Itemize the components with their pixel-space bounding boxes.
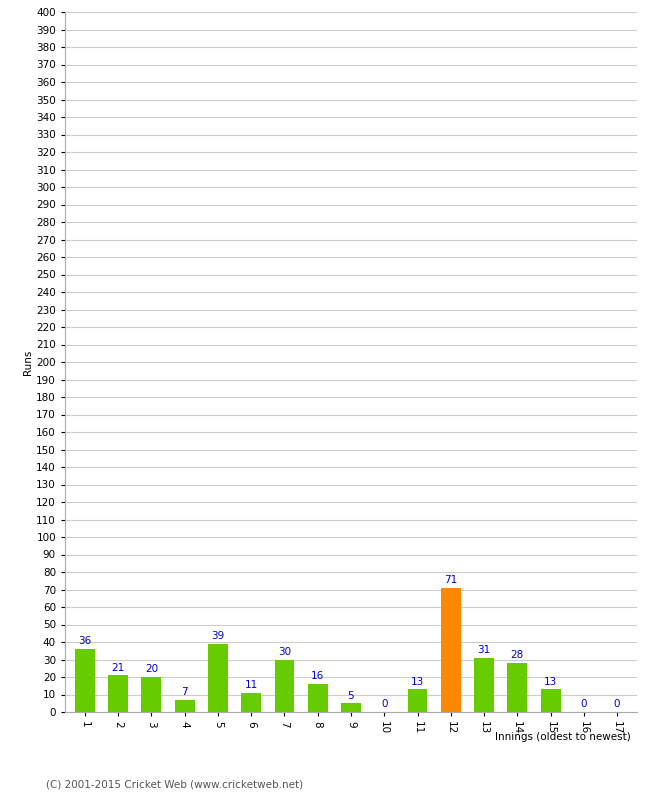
Text: 11: 11 xyxy=(244,680,258,690)
Bar xyxy=(175,700,195,712)
Bar xyxy=(541,690,560,712)
Text: 39: 39 xyxy=(211,631,225,641)
Text: 20: 20 xyxy=(145,664,158,674)
Text: 16: 16 xyxy=(311,671,324,682)
Bar xyxy=(241,693,261,712)
Text: 0: 0 xyxy=(614,699,620,710)
Text: Innings (oldest to newest): Innings (oldest to newest) xyxy=(495,732,630,742)
Bar xyxy=(474,658,494,712)
Bar xyxy=(142,677,161,712)
Text: (C) 2001-2015 Cricket Web (www.cricketweb.net): (C) 2001-2015 Cricket Web (www.cricketwe… xyxy=(46,779,303,790)
Text: 7: 7 xyxy=(181,687,188,697)
Bar xyxy=(507,663,527,712)
Bar xyxy=(341,703,361,712)
Text: 0: 0 xyxy=(381,699,387,710)
Text: 30: 30 xyxy=(278,647,291,657)
Text: 28: 28 xyxy=(511,650,524,660)
Text: 0: 0 xyxy=(580,699,587,710)
Bar xyxy=(75,649,95,712)
Bar xyxy=(408,690,428,712)
Text: 31: 31 xyxy=(477,645,491,655)
Bar xyxy=(441,588,461,712)
Text: 13: 13 xyxy=(411,677,424,686)
Bar xyxy=(307,684,328,712)
Text: 36: 36 xyxy=(79,636,92,646)
Bar xyxy=(109,675,128,712)
Text: 71: 71 xyxy=(444,575,458,585)
Text: 13: 13 xyxy=(544,677,557,686)
Y-axis label: Runs: Runs xyxy=(23,350,33,374)
Text: 21: 21 xyxy=(112,662,125,673)
Bar xyxy=(208,644,228,712)
Text: 5: 5 xyxy=(348,690,354,701)
Bar xyxy=(274,659,294,712)
